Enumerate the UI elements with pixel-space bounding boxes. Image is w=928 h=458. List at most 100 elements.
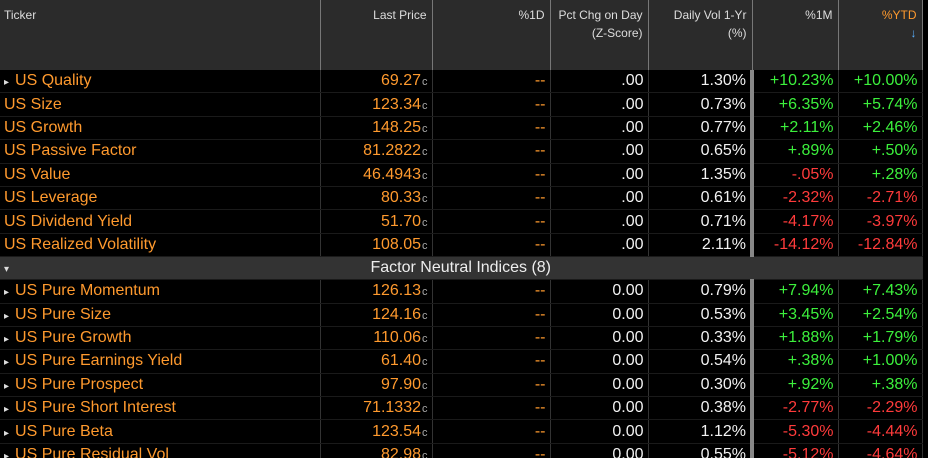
vol-cell: 0.33% bbox=[648, 326, 754, 351]
header-label: %YTD bbox=[881, 8, 917, 22]
ticker: US Pure Prospect bbox=[15, 375, 144, 393]
data-row[interactable]: ▸ US Pure Residual Vol 82.98c -- 0.00 0.55% -5… bbox=[0, 443, 923, 458]
data-row[interactable]: US Size 123.34c -- .00 0.73% +6.35% +5.74% bbox=[0, 92, 923, 117]
data-row[interactable]: US Leverage 80.33c -- .00 0.61% -2.32% -2.71% bbox=[0, 186, 923, 211]
vol-cell: 0.73% bbox=[648, 92, 754, 117]
data-row[interactable]: ▸ US Pure Momentum 126.13c -- 0.00 0.79% +7.94… bbox=[0, 279, 923, 304]
last-price-cell: 51.70c bbox=[320, 209, 433, 234]
chg-1d-cell: -- bbox=[432, 139, 551, 164]
chg-1d-cell: -- bbox=[432, 92, 551, 117]
z-score-cell: 0.00 bbox=[550, 373, 649, 398]
chg-1d-cell: -- bbox=[432, 373, 551, 398]
chg-1m-cell: +2.11% bbox=[752, 116, 839, 141]
chg-1m-cell: +10.23% bbox=[752, 70, 839, 94]
group-row[interactable]: ▾ Factor Neutral Indices (8) bbox=[0, 256, 923, 281]
chg-ytd-cell: -2.71% bbox=[838, 186, 923, 211]
column-header[interactable]: %1D bbox=[432, 0, 551, 70]
data-row[interactable]: US Dividend Yield 51.70c -- .00 0.71% -4.17% -… bbox=[0, 209, 923, 234]
last-price-cell: 124.16c bbox=[320, 303, 433, 327]
data-row[interactable]: ▸ US Quality 69.27c -- .00 1.30% +10.23% +10.00… bbox=[0, 70, 923, 94]
chg-ytd-cell: -2.29% bbox=[838, 396, 923, 421]
chg-1m-cell: +1.88% bbox=[752, 326, 839, 351]
data-row[interactable]: US Value 46.4943c -- .00 1.35% -.05% +.28% bbox=[0, 163, 923, 187]
z-score-cell: .00 bbox=[550, 163, 649, 187]
ticker: US Pure Size bbox=[15, 305, 112, 323]
column-header[interactable]: Last Price bbox=[320, 0, 433, 70]
expand-icon[interactable]: ▸ bbox=[4, 357, 10, 369]
last-price-cell: 61.40c bbox=[320, 349, 433, 374]
header-label: Pct Chg on Day (Z-Score) bbox=[558, 8, 643, 40]
expand-icon[interactable]: ▸ bbox=[4, 77, 10, 89]
expand-icon[interactable]: ▸ bbox=[4, 427, 10, 439]
ticker: US Passive Factor bbox=[4, 142, 137, 160]
vol-cell: 0.55% bbox=[648, 443, 754, 458]
sort-arrow: ↓ bbox=[910, 26, 917, 40]
z-score-cell: .00 bbox=[550, 70, 649, 94]
chg-1m-cell: -2.32% bbox=[752, 186, 839, 211]
data-row[interactable]: ▸ US Pure Prospect 97.90c -- 0.00 0.30% +.92% +… bbox=[0, 373, 923, 398]
data-row[interactable]: ▸ US Pure Earnings Yield 61.40c -- 0.00 0.54%… bbox=[0, 349, 923, 374]
header-row: Ticker Last Price %1D Pct Chg on Day (Z-Sco… bbox=[0, 0, 923, 70]
data-row[interactable]: ▸ US Pure Short Interest 71.1332c -- 0.00 0.3… bbox=[0, 396, 923, 421]
ticker: US Pure Residual Vol bbox=[15, 446, 169, 458]
chg-ytd-cell: +2.54% bbox=[838, 303, 923, 327]
chg-1d-cell: -- bbox=[432, 70, 551, 94]
chg-ytd-cell: +7.43% bbox=[838, 279, 923, 304]
group-toggle[interactable]: ▾ bbox=[0, 256, 321, 281]
z-score-cell: 0.00 bbox=[550, 443, 649, 458]
last-price-cell: 46.4943c bbox=[320, 163, 433, 187]
price: 97.90 bbox=[380, 375, 421, 393]
chg-1m-cell: -14.12% bbox=[752, 233, 839, 258]
ticker-cell: US Leverage bbox=[0, 186, 321, 211]
data-row[interactable]: US Growth 148.25c -- .00 0.77% +2.11% +2.46% bbox=[0, 116, 923, 141]
ticker: US Pure Beta bbox=[15, 422, 113, 440]
chg-1d-cell: -- bbox=[432, 303, 551, 327]
chg-1m-cell: -.05% bbox=[752, 163, 839, 187]
price: 82.98 bbox=[380, 446, 421, 458]
expand-icon[interactable]: ▸ bbox=[4, 404, 10, 416]
expand-icon[interactable]: ▸ bbox=[4, 334, 10, 346]
price: 69.27 bbox=[380, 72, 421, 90]
price-flag: c bbox=[422, 403, 428, 416]
chg-1m-cell: +7.94% bbox=[752, 279, 839, 304]
column-header[interactable]: Ticker bbox=[0, 0, 321, 70]
z-score-cell: .00 bbox=[550, 186, 649, 211]
chg-1d-cell: -- bbox=[432, 443, 551, 458]
chg-1m-cell: +.89% bbox=[752, 139, 839, 164]
expand-icon[interactable]: ▸ bbox=[4, 287, 10, 299]
expand-icon[interactable]: ▸ bbox=[4, 380, 10, 392]
chg-ytd-cell: -3.97% bbox=[838, 209, 923, 234]
last-price-cell: 126.13c bbox=[320, 279, 433, 304]
ticker: US Size bbox=[4, 95, 62, 113]
last-price-cell: 123.54c bbox=[320, 419, 433, 444]
chg-1m-cell: +6.35% bbox=[752, 92, 839, 117]
price-flag: c bbox=[422, 356, 428, 369]
price-flag: c bbox=[422, 426, 428, 439]
expand-icon[interactable]: ▸ bbox=[4, 451, 10, 458]
ticker-cell: US Dividend Yield bbox=[0, 209, 321, 234]
column-header[interactable]: Daily Vol 1-Yr (%) bbox=[648, 0, 753, 70]
vol-cell: 0.61% bbox=[648, 186, 754, 211]
vol-cell: 0.79% bbox=[648, 279, 754, 304]
ticker: US Dividend Yield bbox=[4, 212, 133, 230]
data-row[interactable]: US Passive Factor 81.2822c -- .00 0.65% +.89%… bbox=[0, 139, 923, 164]
price: 71.1332 bbox=[363, 399, 421, 417]
chg-1d-cell: -- bbox=[432, 209, 551, 234]
price: 123.54 bbox=[372, 422, 421, 440]
data-row[interactable]: US Realized Volatility 108.05c -- .00 2.11% -… bbox=[0, 233, 923, 258]
data-row[interactable]: ▸ US Pure Beta 123.54c -- 0.00 1.12% -5.30% -4.… bbox=[0, 419, 923, 444]
vol-cell: 0.77% bbox=[648, 116, 754, 141]
column-header[interactable]: %1M bbox=[752, 0, 839, 70]
column-header[interactable]: Pct Chg on Day (Z-Score) bbox=[550, 0, 649, 70]
data-row[interactable]: ▸ US Pure Growth 110.06c -- 0.00 0.33% +1.88% +… bbox=[0, 326, 923, 351]
vol-cell: 1.12% bbox=[648, 419, 754, 444]
ticker-cell: ▸ US Pure Size bbox=[0, 303, 321, 327]
data-row[interactable]: ▸ US Pure Size 124.16c -- 0.00 0.53% +3.45% +2.… bbox=[0, 303, 923, 327]
price-flag: c bbox=[422, 239, 428, 252]
vol-cell: 1.35% bbox=[648, 163, 754, 187]
price-flag: c bbox=[422, 286, 428, 299]
column-header[interactable]: %YTD ↓ bbox=[838, 0, 923, 70]
expand-icon[interactable]: ▸ bbox=[4, 310, 10, 322]
